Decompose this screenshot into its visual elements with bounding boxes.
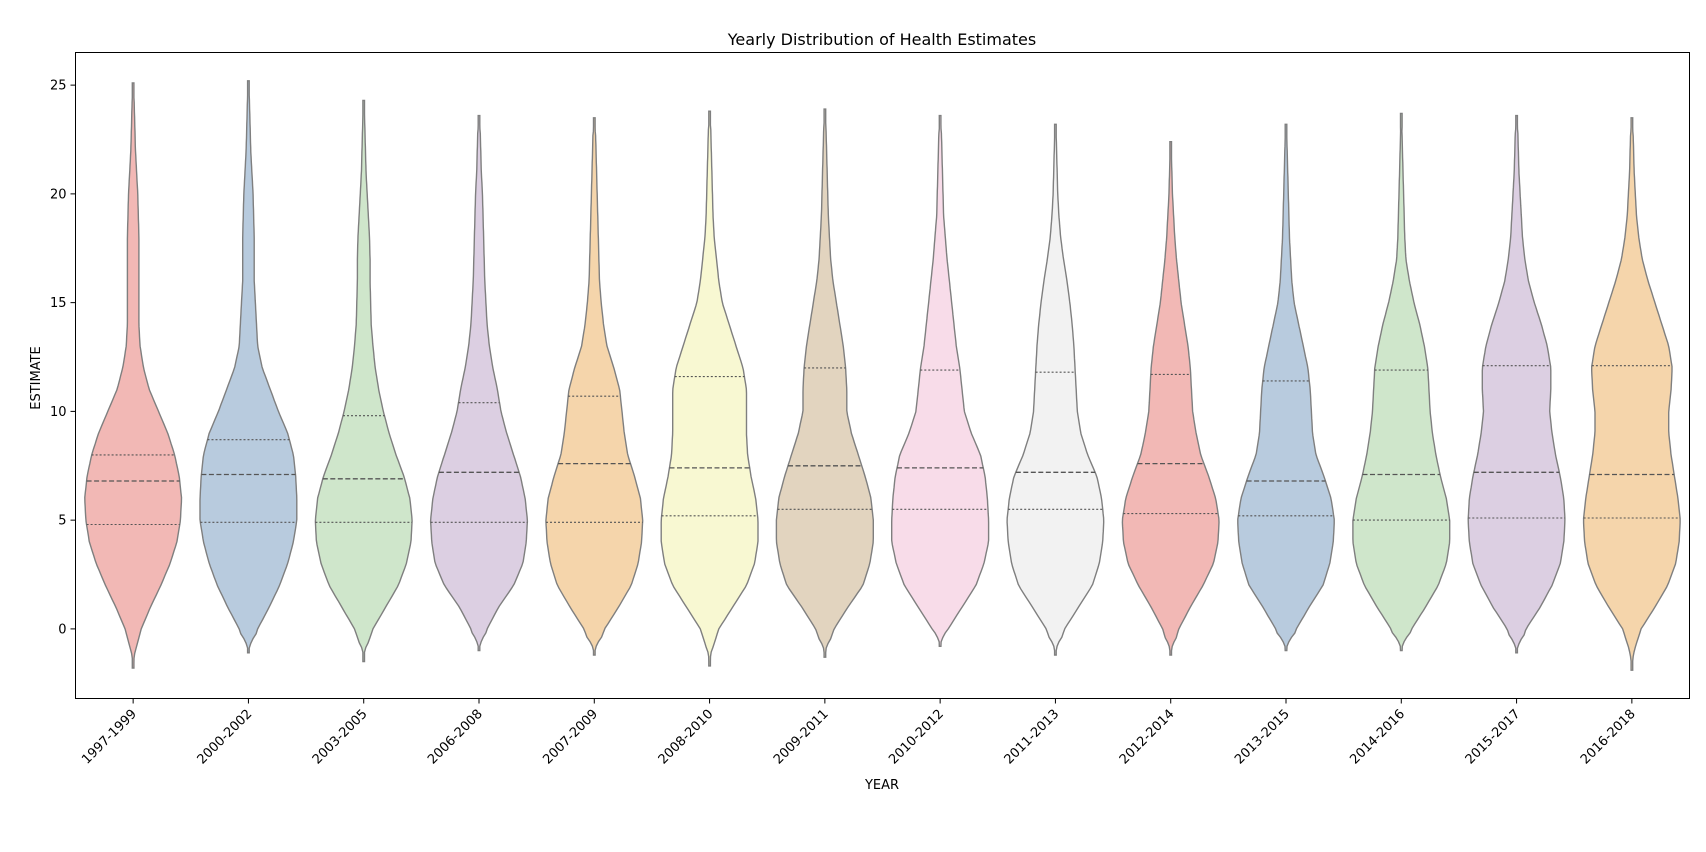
chart-title: Yearly Distribution of Health Estimates — [727, 30, 1036, 49]
x-axis: 1997-1999 2000-2002 2003-2005 2006-2008 2007… — [79, 698, 1639, 768]
x-tick-label: 2014-2016 — [1347, 707, 1408, 768]
y-axis-label: ESTIMATE — [29, 346, 44, 410]
x-tick-label: 2003-2005 — [310, 707, 371, 768]
violin-2006-2008 — [429, 114, 529, 652]
violin-2015-2017 — [1467, 114, 1566, 654]
violin-body — [660, 110, 759, 667]
violin-2009-2011 — [775, 108, 874, 658]
x-tick-label: 2011-2013 — [1002, 707, 1063, 768]
violin-body — [199, 80, 298, 654]
x-tick-label: 2007-2009 — [540, 707, 601, 768]
x-tick-label: 1997-1999 — [79, 707, 140, 768]
violin-2011-2013 — [1006, 123, 1105, 656]
violin-body — [84, 82, 183, 669]
x-tick-label: 2000-2002 — [195, 707, 256, 768]
violin-body — [1121, 141, 1220, 656]
violin-1997-1999 — [84, 82, 183, 669]
x-tick-label: 2008-2010 — [656, 707, 717, 768]
violin-2013-2015 — [1237, 123, 1335, 652]
violin-body — [545, 117, 644, 656]
violin-2008-2010 — [660, 110, 759, 667]
y-tick-label: 0 — [58, 622, 66, 637]
violin-2003-2005 — [314, 99, 413, 663]
violin-body — [1237, 123, 1335, 652]
y-axis: 0 5 10 15 20 25 — [50, 79, 76, 637]
violin-2012-2014 — [1121, 141, 1220, 656]
violin-body — [1006, 123, 1105, 656]
x-tick-label: 2010-2012 — [886, 707, 947, 768]
violin-body — [891, 114, 990, 647]
violin-body — [1582, 117, 1681, 671]
y-tick-label: 5 — [58, 514, 66, 529]
y-tick-label: 10 — [50, 405, 67, 420]
violin-2000-2002 — [199, 80, 298, 654]
violin-2010-2012 — [891, 114, 990, 647]
violin-2016-2018 — [1582, 117, 1681, 671]
y-tick-label: 15 — [50, 296, 67, 311]
y-tick-label: 25 — [50, 79, 67, 94]
violin-body — [314, 99, 413, 663]
x-tick-label: 2013-2015 — [1232, 707, 1293, 768]
violin-body — [429, 114, 529, 652]
x-tick-label: 2016-2018 — [1578, 707, 1639, 768]
x-tick-label: 2006-2008 — [425, 707, 486, 768]
violin-body — [1352, 112, 1451, 652]
violin-body — [1467, 114, 1566, 654]
x-axis-label: YEAR — [864, 778, 899, 793]
violin-body — [775, 108, 874, 658]
violin-2007-2009 — [545, 117, 644, 656]
x-tick-label: 2015-2017 — [1463, 707, 1524, 768]
x-tick-label: 2012-2014 — [1117, 707, 1178, 768]
violin-2014-2016 — [1352, 112, 1451, 652]
y-tick-label: 20 — [50, 187, 67, 202]
plot-frame — [75, 52, 1690, 699]
violins-layer — [84, 80, 1681, 671]
x-tick-label: 2009-2011 — [771, 707, 832, 768]
